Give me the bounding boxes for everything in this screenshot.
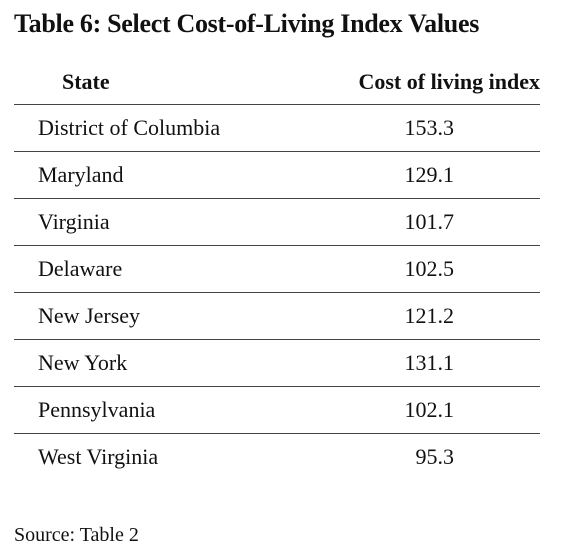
source-note: Source: Table 2	[14, 524, 139, 546]
state-cell: District of Columbia	[14, 104, 328, 152]
table-row: New York 131.1	[14, 339, 540, 387]
state-cell: Delaware	[14, 245, 328, 293]
table-header-row: State Cost of living index	[14, 60, 540, 105]
index-value-cell: 102.1	[328, 386, 540, 434]
index-value-cell: 102.5	[328, 245, 540, 293]
column-header-cost-of-living-index: Cost of living index	[328, 60, 540, 105]
state-cell: West Virginia	[38, 444, 159, 469]
table-row: West Virginia 95.3	[14, 434, 540, 481]
table-row: Delaware 102.5	[14, 245, 540, 293]
index-value-cell: 95.3	[415, 444, 455, 469]
state-cell: Virginia	[14, 198, 328, 246]
index-value-cell: 131.1	[328, 339, 540, 387]
index-value-cell: 129.1	[328, 151, 540, 199]
state-cell: New Jersey	[14, 292, 328, 340]
table-row: Pennsylvania 102.1	[14, 386, 540, 434]
table-row: New Jersey 121.2	[14, 292, 540, 340]
state-cell: New York	[14, 339, 328, 387]
table-title: Table 6: Select Cost-of-Living Index Val…	[14, 9, 480, 38]
index-value-cell: 153.3	[328, 104, 540, 152]
table-row: Virginia 101.7	[14, 198, 540, 246]
table-row: Maryland 129.1	[14, 151, 540, 199]
index-value-cell: 121.2	[328, 292, 540, 340]
column-header-state: State	[14, 60, 328, 105]
state-cell: Pennsylvania	[14, 386, 328, 434]
table-row: District of Columbia 153.3	[14, 104, 540, 152]
index-value-cell: 101.7	[328, 198, 540, 246]
state-cell: Maryland	[14, 151, 328, 199]
cost-of-living-table: State Cost of living index District of C…	[14, 60, 540, 480]
